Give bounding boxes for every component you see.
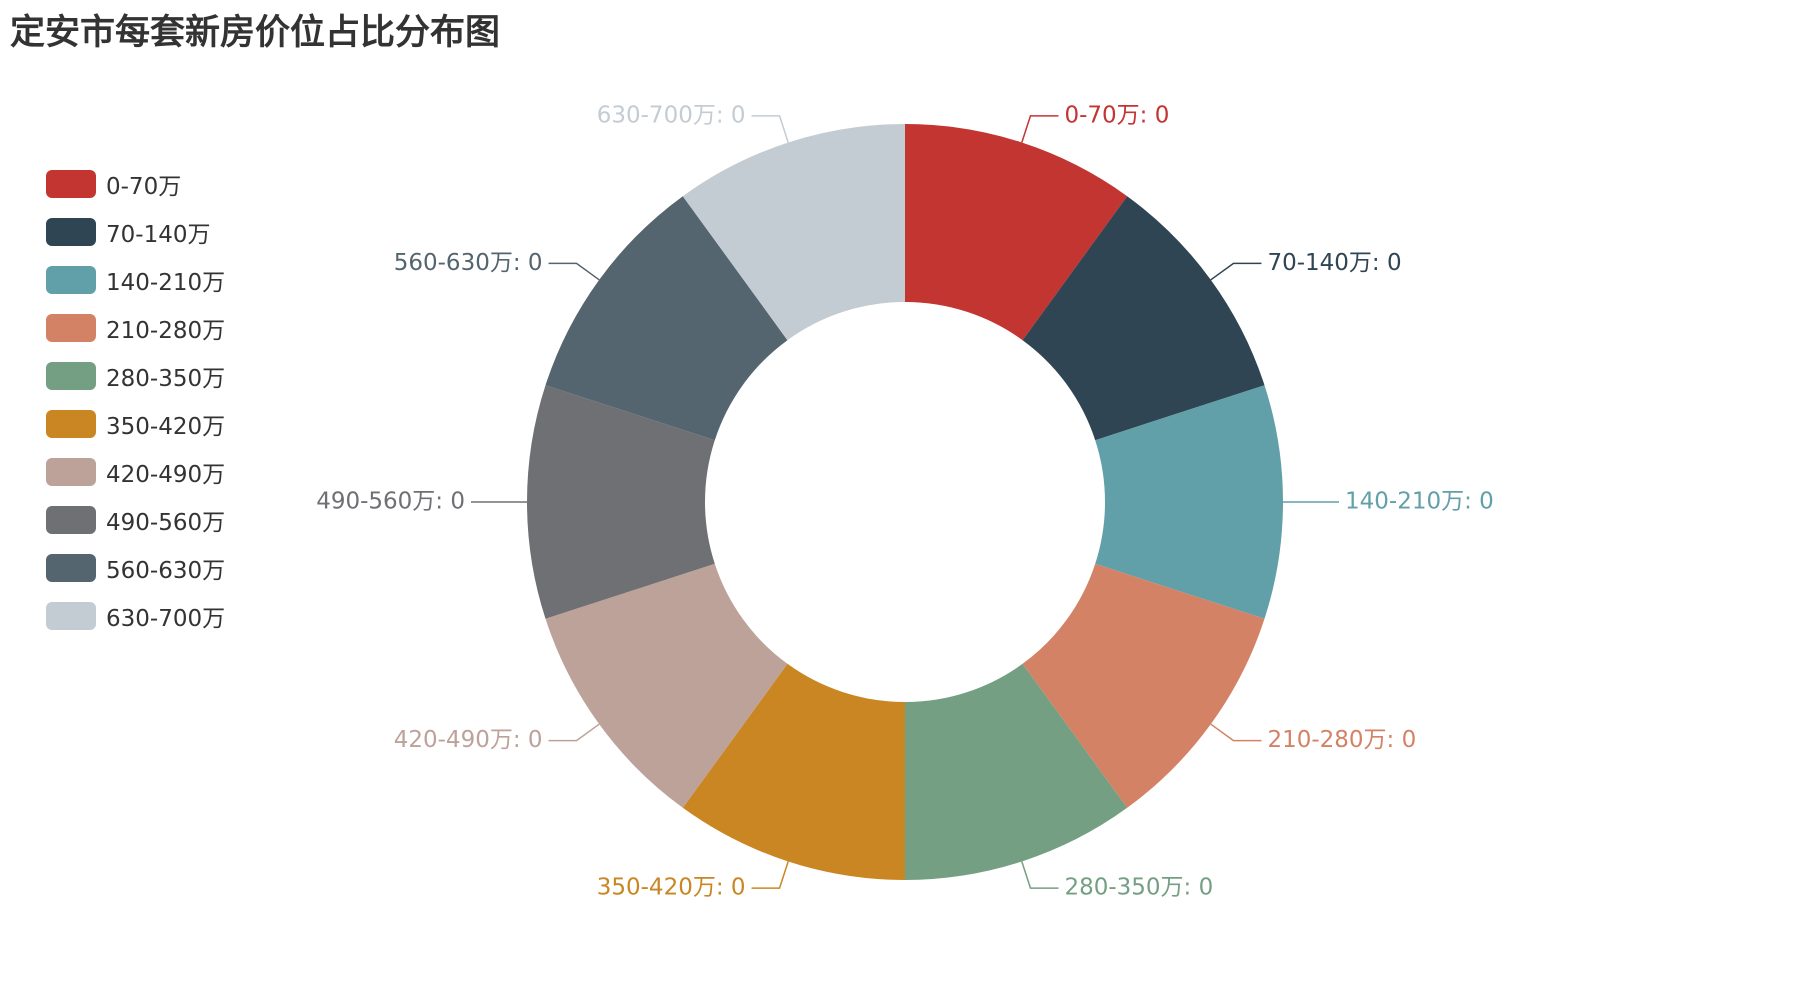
legend-label: 140-210万: [106, 270, 226, 296]
legend-swatch: [46, 362, 96, 390]
legend-swatch: [46, 602, 96, 630]
pie-slice[interactable]: [1022, 563, 1265, 808]
pie-slice[interactable]: [905, 663, 1128, 880]
leader-line: [1210, 262, 1262, 281]
legend-label: 70-140万: [106, 222, 211, 248]
legend-item[interactable]: 420-490万: [46, 448, 225, 496]
pie-slice[interactable]: [682, 123, 905, 341]
legend-item[interactable]: 350-420万: [46, 400, 225, 448]
pie-slice[interactable]: [682, 663, 905, 880]
slice-label: 280-350万: 0: [1064, 875, 1213, 901]
legend: 0-70万 70-140万 140-210万 210-280万 280-350万 350-…: [46, 160, 225, 640]
legend-item[interactable]: 490-560万: [46, 496, 225, 544]
slice-label: 420-490万: 0: [394, 727, 543, 753]
legend-item[interactable]: 560-630万: [46, 544, 225, 592]
leader-line: [548, 723, 600, 742]
pie-slice[interactable]: [1022, 196, 1265, 441]
legend-label: 630-700万: [106, 606, 226, 632]
leader-lines: [471, 115, 1339, 889]
leader-line: [1021, 115, 1059, 143]
legend-swatch: [46, 554, 96, 582]
slice-label: 140-210万: 0: [1345, 489, 1494, 515]
legend-label: 420-490万: [106, 462, 226, 488]
slice-label: 490-560万: 0: [316, 489, 465, 515]
pie-slice[interactable]: [545, 563, 788, 808]
legend-item[interactable]: 0-70万: [46, 160, 225, 208]
pie-slice[interactable]: [905, 124, 1128, 341]
slice-label: 350-420万: 0: [597, 875, 746, 901]
slice-label: 210-280万: 0: [1267, 727, 1416, 753]
chart-title: 定安市每套新房价位占比分布图: [10, 13, 501, 53]
leader-line: [548, 262, 600, 281]
legend-swatch: [46, 170, 96, 198]
legend-label: 280-350万: [106, 366, 226, 392]
slices: [527, 123, 1283, 880]
leader-line: [1021, 861, 1059, 889]
legend-label: 350-420万: [106, 414, 226, 440]
slice-label: 630-700万: 0: [597, 102, 746, 128]
legend-swatch: [46, 506, 96, 534]
legend-label: 490-560万: [106, 510, 226, 536]
legend-swatch: [46, 314, 96, 342]
legend-swatch: [46, 266, 96, 294]
slice-label: 560-630万: 0: [394, 250, 543, 276]
legend-item[interactable]: 140-210万: [46, 256, 225, 304]
slice-labels: 0-70万: 0 70-140万: 0 140-210万: 0 210-280万: 0…: [316, 102, 1494, 900]
legend-item[interactable]: 630-700万: [46, 592, 225, 640]
legend-swatch: [46, 218, 96, 246]
slice-label: 0-70万: 0: [1064, 102, 1169, 128]
leader-line: [751, 115, 789, 143]
pie-slice[interactable]: [545, 196, 788, 441]
legend-item[interactable]: 280-350万: [46, 352, 225, 400]
legend-item[interactable]: 210-280万: [46, 304, 225, 352]
legend-swatch: [46, 458, 96, 486]
slice-label: 70-140万: 0: [1267, 250, 1401, 276]
pie-slice[interactable]: [1095, 385, 1283, 619]
legend-label: 0-70万: [106, 174, 182, 200]
leader-line: [751, 861, 789, 889]
legend-label: 560-630万: [106, 558, 226, 584]
legend-item[interactable]: 70-140万: [46, 208, 225, 256]
pie-slice[interactable]: [527, 385, 715, 619]
legend-label: 210-280万: [106, 318, 226, 344]
legend-swatch: [46, 410, 96, 438]
leader-line: [1210, 723, 1262, 742]
